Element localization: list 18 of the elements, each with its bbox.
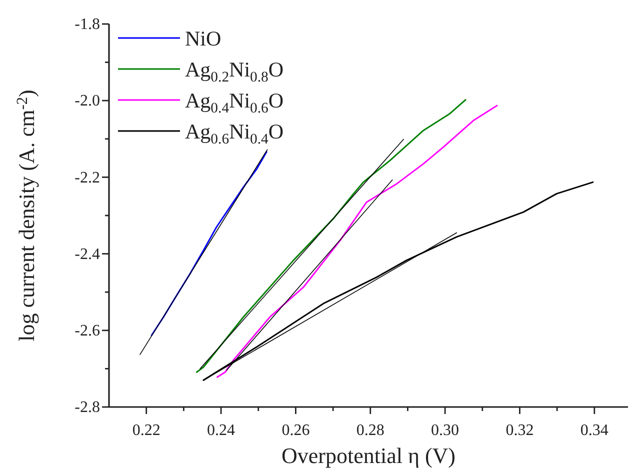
- y-tick-label: -2.0: [74, 92, 100, 110]
- x-axis-title: Overpotential η (V): [281, 443, 456, 468]
- x-tick-label: 0.28: [356, 422, 384, 440]
- x-tick-label: 0.22: [132, 422, 160, 440]
- x-tick-label: 0.32: [506, 422, 534, 440]
- y-tick-label: -2.8: [74, 399, 100, 416]
- legend-label: Ag$_{0.4}$Ni$_{0.6}$O: [185, 88, 284, 116]
- x-tick-label: 0.26: [282, 422, 310, 440]
- x-tick-label: 0.30: [431, 422, 460, 440]
- y-tick-label: -2.6: [74, 322, 100, 340]
- x-tick-label: 0.34: [580, 422, 608, 440]
- legend-label: Ag$_{0.2}$Ni$_{0.8}$O: [185, 57, 284, 85]
- legend-label: Ag$_{0.6}$Ni$_{0.4}$O: [185, 119, 284, 147]
- y-tick-label: -1.8: [74, 16, 100, 34]
- y-tick-label: -2.4: [74, 246, 100, 263]
- x-tick-label: 0.24: [207, 422, 236, 440]
- legend-label: NiO: [185, 26, 222, 50]
- y-tick-label: -2.2: [74, 169, 100, 186]
